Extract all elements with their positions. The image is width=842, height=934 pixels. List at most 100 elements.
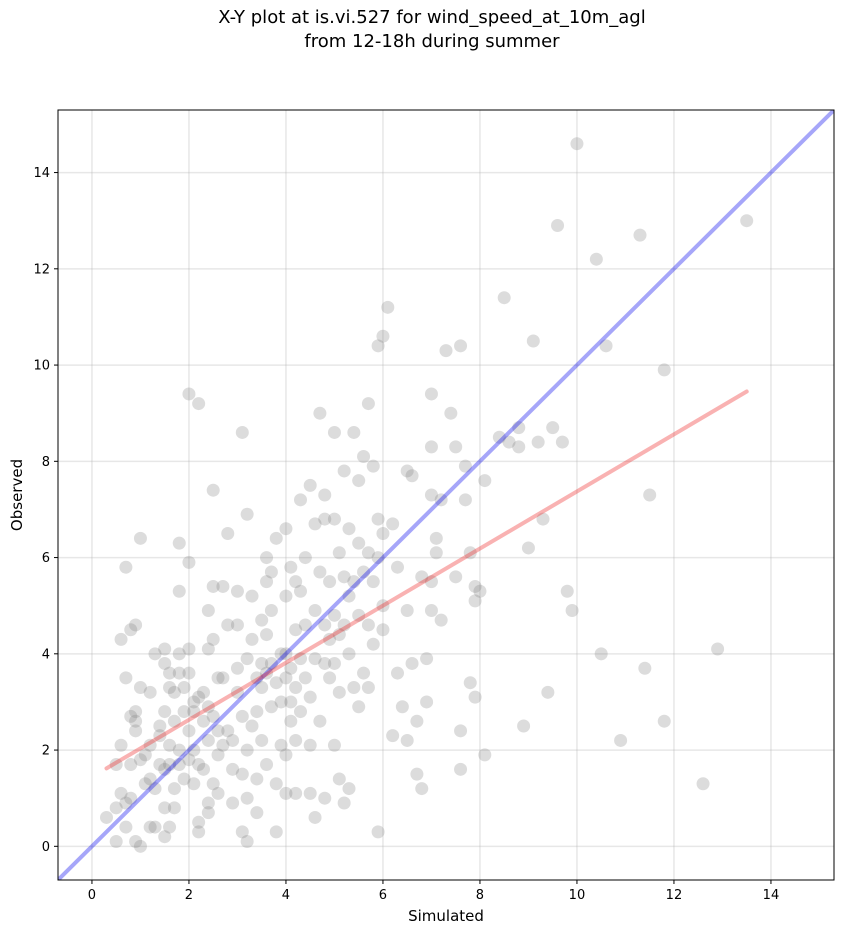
data-point <box>201 604 215 617</box>
data-point <box>109 835 123 848</box>
y-tick-label: 12 <box>33 262 50 277</box>
data-point <box>260 575 274 589</box>
data-point <box>463 676 477 690</box>
data-point <box>172 743 186 757</box>
data-point <box>458 459 472 473</box>
data-point <box>235 709 249 723</box>
data-point <box>124 758 138 771</box>
data-point <box>318 512 332 526</box>
data-point <box>424 604 438 617</box>
data-point <box>327 512 341 526</box>
data-point <box>439 344 453 358</box>
data-point <box>327 608 341 622</box>
data-point <box>313 565 327 579</box>
data-point <box>294 705 307 719</box>
data-point <box>133 681 147 694</box>
data-point <box>454 762 468 776</box>
data-point <box>240 652 254 666</box>
data-point <box>424 488 438 502</box>
data-point <box>211 671 225 685</box>
y-tick-label: 4 <box>42 647 50 662</box>
data-point <box>221 618 235 632</box>
data-point <box>163 681 177 694</box>
data-point <box>740 214 754 228</box>
data-point <box>230 685 244 699</box>
data-point <box>473 584 487 598</box>
data-point <box>347 425 361 439</box>
data-point <box>357 666 371 680</box>
data-point <box>405 469 419 483</box>
data-point <box>260 666 274 680</box>
data-point <box>366 459 380 473</box>
data-point <box>289 575 303 589</box>
data-point <box>187 777 201 791</box>
data-point <box>289 733 303 747</box>
data-point <box>342 522 356 536</box>
y-tick-label: 8 <box>42 455 50 470</box>
data-point <box>400 604 414 617</box>
data-point <box>410 767 424 781</box>
data-point <box>138 748 152 762</box>
data-point <box>294 584 307 598</box>
data-point <box>657 363 671 377</box>
data-point <box>347 575 361 589</box>
data-point <box>318 618 332 632</box>
data-point <box>468 690 482 704</box>
data-point <box>260 758 274 771</box>
data-point <box>245 589 259 603</box>
data-point <box>235 425 249 439</box>
data-point <box>163 758 177 771</box>
data-point <box>521 541 535 555</box>
data-point <box>182 642 196 656</box>
data-point <box>216 671 230 685</box>
data-point <box>221 527 235 540</box>
data-point <box>313 406 327 420</box>
data-point <box>279 671 293 685</box>
data-point <box>182 666 196 680</box>
data-point <box>327 738 341 752</box>
data-point <box>371 825 385 839</box>
data-point <box>424 387 438 401</box>
x-tick-label: 8 <box>476 888 484 903</box>
data-point <box>235 825 249 839</box>
data-point <box>187 743 201 757</box>
data-point <box>366 575 380 589</box>
data-point <box>298 671 312 685</box>
data-point <box>332 685 346 699</box>
data-point <box>570 137 584 151</box>
data-point <box>294 652 307 666</box>
y-tick-label: 10 <box>33 359 50 374</box>
data-point <box>143 820 157 834</box>
data-point <box>201 806 215 820</box>
data-point <box>172 536 186 550</box>
data-point <box>284 560 298 574</box>
data-point <box>177 705 191 719</box>
data-point <box>357 450 371 463</box>
data-point <box>284 695 298 709</box>
chart-title-line-2: from 12-18h during summer <box>304 31 560 52</box>
data-point <box>337 570 351 584</box>
data-point <box>332 772 346 786</box>
data-point <box>420 695 434 709</box>
data-point <box>255 613 269 627</box>
data-point <box>565 604 579 617</box>
data-point <box>589 252 603 266</box>
data-point <box>337 464 351 478</box>
data-point <box>361 681 375 694</box>
data-point <box>158 762 172 776</box>
data-point <box>143 738 157 752</box>
data-point <box>129 714 143 728</box>
data-point <box>371 512 385 526</box>
data-point <box>429 546 443 560</box>
data-point <box>492 430 506 444</box>
data-point <box>129 724 143 738</box>
data-point <box>158 801 172 815</box>
data-point <box>308 604 322 617</box>
data-point <box>119 560 133 574</box>
data-point <box>386 729 400 743</box>
data-point <box>109 801 123 815</box>
data-point <box>323 671 337 685</box>
data-point <box>124 791 138 805</box>
data-point <box>264 656 278 670</box>
data-point <box>206 632 220 646</box>
